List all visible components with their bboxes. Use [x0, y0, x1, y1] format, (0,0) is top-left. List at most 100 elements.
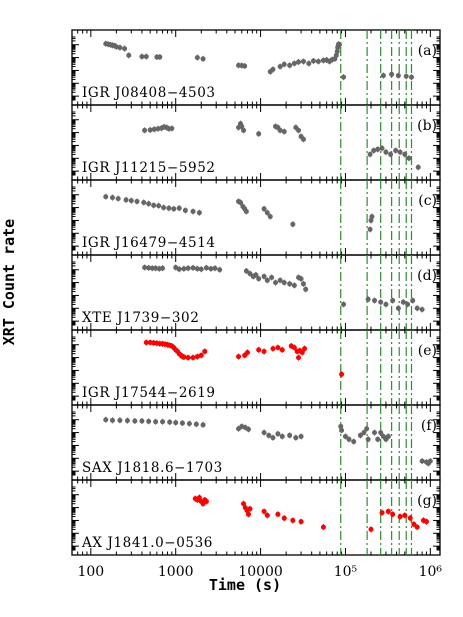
data-point — [389, 71, 395, 77]
data-point — [243, 208, 249, 214]
data-point — [256, 276, 262, 282]
data-point — [403, 73, 409, 79]
panel-letter: (f) — [421, 418, 437, 434]
data-point — [147, 127, 153, 133]
data-point — [341, 301, 347, 307]
data-point — [400, 299, 406, 305]
data-point — [300, 281, 306, 287]
y-tick-label: 0.001 — [30, 0, 67, 4]
data-point — [146, 201, 152, 207]
data-point — [379, 145, 385, 151]
data-point — [243, 268, 249, 274]
y-tick-label: 0.1 — [46, 0, 67, 4]
data-point — [200, 56, 206, 62]
data-point — [306, 60, 312, 66]
data-point — [124, 418, 130, 424]
panel-a: 1010.10.010.001 IGR J08408−4503 (a) — [30, 0, 441, 106]
data-point — [196, 495, 202, 501]
data-point — [117, 417, 123, 423]
y-tick-label: 0.1 — [46, 0, 67, 4]
data-point — [290, 221, 296, 227]
data-point — [270, 346, 276, 352]
data-point — [203, 265, 209, 271]
data-point — [346, 436, 352, 442]
data-point — [296, 59, 302, 65]
data-point — [141, 199, 147, 205]
data-point — [419, 458, 425, 464]
data-point — [408, 74, 414, 80]
data-point — [375, 436, 381, 442]
data-point — [281, 129, 287, 135]
y-tick-label: 1 — [59, 0, 67, 4]
data-point — [103, 194, 109, 200]
data-point — [169, 125, 175, 131]
data-point — [156, 203, 162, 209]
panel-letter: (d) — [417, 268, 437, 284]
data-point — [397, 514, 403, 520]
data-point — [123, 197, 129, 203]
data-point — [236, 354, 242, 360]
data-point — [176, 266, 182, 272]
data-point — [266, 432, 272, 438]
panel-f: 1010.10.010.001 SAX J1818.6−1703 (f) — [30, 0, 441, 481]
panel-letter: (b) — [417, 118, 437, 134]
data-point — [253, 272, 259, 278]
panel-g: 1010.10.010.001 AX J1841.0−0536 (g) — [30, 0, 441, 556]
data-point — [242, 63, 248, 69]
data-point — [339, 371, 345, 377]
data-point — [402, 151, 408, 157]
data-point — [361, 430, 367, 436]
data-point — [181, 354, 187, 360]
data-point — [190, 355, 196, 361]
data-point — [339, 427, 345, 433]
data-point — [200, 422, 206, 428]
y-tick-label: 1 — [59, 0, 67, 4]
data-point — [291, 345, 297, 351]
data-point — [291, 282, 297, 288]
data-point — [287, 432, 293, 438]
data-point — [410, 298, 416, 304]
data-point — [185, 265, 191, 271]
data-point — [310, 58, 316, 64]
data-point — [142, 264, 148, 270]
data-point — [390, 298, 396, 304]
data-point — [261, 348, 267, 354]
data-point — [128, 198, 134, 204]
data-point — [238, 199, 244, 205]
data-point — [371, 148, 377, 154]
data-point — [239, 123, 245, 129]
data-point — [365, 436, 371, 442]
y-tick-label: 0.1 — [46, 0, 67, 4]
source-name: IGR J11215−5952 — [82, 160, 216, 176]
panels-layer: 1010.10.010.001 IGR J08408−4503 (a)1010.10… — [30, 0, 443, 580]
data-point — [303, 286, 309, 292]
data-point — [122, 46, 128, 52]
data-point — [275, 345, 281, 351]
data-point — [315, 58, 321, 64]
y-tick-label: 0.001 — [30, 0, 67, 4]
data-point — [270, 66, 276, 72]
data-point — [198, 352, 204, 358]
data-point — [179, 420, 185, 426]
source-name: IGR J08408−4503 — [82, 85, 216, 101]
data-point — [367, 226, 373, 232]
data-point — [380, 73, 386, 79]
data-point — [208, 266, 214, 272]
y-tick-label: 10 — [50, 0, 67, 4]
x-tick-label: 100 — [77, 564, 104, 580]
data-point — [139, 418, 145, 424]
data-point — [369, 214, 375, 220]
x-tick-label: 10000 — [238, 564, 283, 580]
y-tick-label: 10 — [50, 0, 67, 4]
y-tick-label: 0.001 — [30, 0, 67, 4]
data-point — [198, 266, 204, 272]
data-point — [261, 508, 267, 514]
y-tick-label: 0.01 — [38, 0, 67, 4]
y-tick-label: 10 — [50, 0, 67, 4]
data-point — [291, 60, 297, 66]
y-tick-label: 0.01 — [38, 0, 67, 4]
data-point — [103, 417, 109, 423]
data-point — [383, 149, 389, 155]
data-point — [202, 348, 208, 354]
data-point — [143, 54, 149, 60]
